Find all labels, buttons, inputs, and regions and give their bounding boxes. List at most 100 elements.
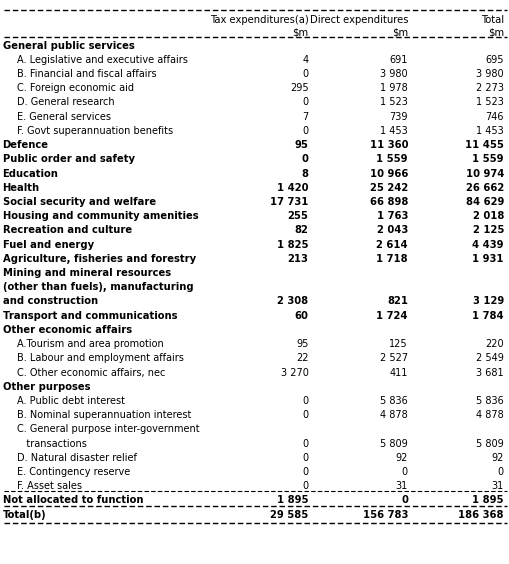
Text: 1 453: 1 453: [380, 126, 407, 136]
Text: 2 549: 2 549: [475, 353, 503, 363]
Text: 1 420: 1 420: [276, 183, 308, 193]
Text: 821: 821: [386, 297, 407, 306]
Text: 60: 60: [294, 311, 308, 321]
Text: 746: 746: [485, 112, 503, 122]
Text: 1 559: 1 559: [471, 155, 503, 164]
Text: Agriculture, fisheries and forestry: Agriculture, fisheries and forestry: [3, 254, 195, 264]
Text: 25 242: 25 242: [369, 183, 407, 193]
Text: Housing and community amenities: Housing and community amenities: [3, 211, 198, 221]
Text: 1 825: 1 825: [276, 240, 308, 250]
Text: Tax expenditures(a): Tax expenditures(a): [209, 15, 308, 25]
Text: 31: 31: [491, 481, 503, 491]
Text: 1 523: 1 523: [379, 98, 407, 108]
Text: 92: 92: [395, 453, 407, 463]
Text: 0: 0: [302, 439, 308, 448]
Text: 1 724: 1 724: [376, 311, 407, 321]
Text: 1 784: 1 784: [471, 311, 503, 321]
Text: 255: 255: [287, 211, 308, 221]
Text: 1 931: 1 931: [471, 254, 503, 264]
Text: F. Govt superannuation benefits: F. Govt superannuation benefits: [17, 126, 173, 136]
Text: C. General purpose inter-government: C. General purpose inter-government: [17, 424, 199, 434]
Text: 0: 0: [302, 467, 308, 477]
Text: 0: 0: [302, 410, 308, 420]
Text: 2 527: 2 527: [379, 353, 407, 363]
Text: 125: 125: [388, 339, 407, 349]
Text: B. Labour and employment affairs: B. Labour and employment affairs: [17, 353, 183, 363]
Text: 17 731: 17 731: [270, 197, 308, 207]
Text: 739: 739: [389, 112, 407, 122]
Text: 29 585: 29 585: [270, 510, 308, 519]
Text: 95: 95: [296, 339, 308, 349]
Text: 11 360: 11 360: [369, 140, 407, 150]
Text: A.Tourism and area promotion: A.Tourism and area promotion: [17, 339, 163, 349]
Text: 0: 0: [401, 467, 407, 477]
Text: 1 895: 1 895: [276, 495, 308, 505]
Text: E. General services: E. General services: [17, 112, 110, 122]
Text: 4 439: 4 439: [471, 240, 503, 250]
Text: 84 629: 84 629: [465, 197, 503, 207]
Text: 0: 0: [302, 98, 308, 108]
Text: 695: 695: [485, 55, 503, 65]
Text: 3 980: 3 980: [380, 69, 407, 79]
Text: Total: Total: [480, 15, 503, 25]
Text: 1 523: 1 523: [475, 98, 503, 108]
Text: Fuel and energy: Fuel and energy: [3, 240, 94, 250]
Text: 295: 295: [289, 83, 308, 93]
Text: Public order and safety: Public order and safety: [3, 155, 134, 164]
Text: D. Natural disaster relief: D. Natural disaster relief: [17, 453, 136, 463]
Text: (other than fuels), manufacturing: (other than fuels), manufacturing: [3, 282, 193, 292]
Text: 2 308: 2 308: [277, 297, 308, 306]
Text: 10 966: 10 966: [369, 169, 407, 179]
Text: 3 681: 3 681: [475, 368, 503, 377]
Text: 691: 691: [389, 55, 407, 65]
Text: 4 878: 4 878: [380, 410, 407, 420]
Text: 2 125: 2 125: [471, 226, 503, 235]
Text: 1 453: 1 453: [475, 126, 503, 136]
Text: Defence: Defence: [3, 140, 48, 150]
Text: 5 809: 5 809: [380, 439, 407, 448]
Text: Not allocated to function: Not allocated to function: [3, 495, 143, 505]
Text: C. Foreign economic aid: C. Foreign economic aid: [17, 83, 133, 93]
Text: 1 559: 1 559: [376, 155, 407, 164]
Text: 92: 92: [491, 453, 503, 463]
Text: 3 129: 3 129: [472, 297, 503, 306]
Text: B. Nominal superannuation interest: B. Nominal superannuation interest: [17, 410, 191, 420]
Text: 7: 7: [302, 112, 308, 122]
Text: 186 368: 186 368: [458, 510, 503, 519]
Text: Other purposes: Other purposes: [3, 382, 90, 392]
Text: C. Other economic affairs, nec: C. Other economic affairs, nec: [17, 368, 165, 377]
Text: 1 718: 1 718: [376, 254, 407, 264]
Text: General public services: General public services: [3, 41, 134, 51]
Text: 82: 82: [294, 226, 308, 235]
Text: 156 783: 156 783: [362, 510, 407, 519]
Text: 4 878: 4 878: [475, 410, 503, 420]
Text: Transport and communications: Transport and communications: [3, 311, 177, 321]
Text: 3 980: 3 980: [475, 69, 503, 79]
Text: 0: 0: [302, 126, 308, 136]
Text: 2 614: 2 614: [376, 240, 407, 250]
Text: D. General research: D. General research: [17, 98, 114, 108]
Text: 22: 22: [295, 353, 308, 363]
Text: 0: 0: [401, 495, 407, 505]
Text: 0: 0: [302, 481, 308, 491]
Text: A. Legislative and executive affairs: A. Legislative and executive affairs: [17, 55, 187, 65]
Text: 0: 0: [302, 69, 308, 79]
Text: 411: 411: [389, 368, 407, 377]
Text: 1 895: 1 895: [471, 495, 503, 505]
Text: Direct expenditures: Direct expenditures: [309, 15, 407, 25]
Text: 213: 213: [287, 254, 308, 264]
Text: F. Asset sales: F. Asset sales: [17, 481, 81, 491]
Text: 31: 31: [395, 481, 407, 491]
Text: 0: 0: [302, 453, 308, 463]
Text: Health: Health: [3, 183, 40, 193]
Text: Other economic affairs: Other economic affairs: [3, 325, 131, 335]
Text: 4: 4: [302, 55, 308, 65]
Text: E. Contingency reserve: E. Contingency reserve: [17, 467, 130, 477]
Text: 0: 0: [301, 155, 308, 164]
Text: 0: 0: [497, 467, 503, 477]
Text: Social security and welfare: Social security and welfare: [3, 197, 155, 207]
Text: 26 662: 26 662: [465, 183, 503, 193]
Text: 5 836: 5 836: [475, 396, 503, 406]
Text: 1 978: 1 978: [380, 83, 407, 93]
Text: 11 455: 11 455: [464, 140, 503, 150]
